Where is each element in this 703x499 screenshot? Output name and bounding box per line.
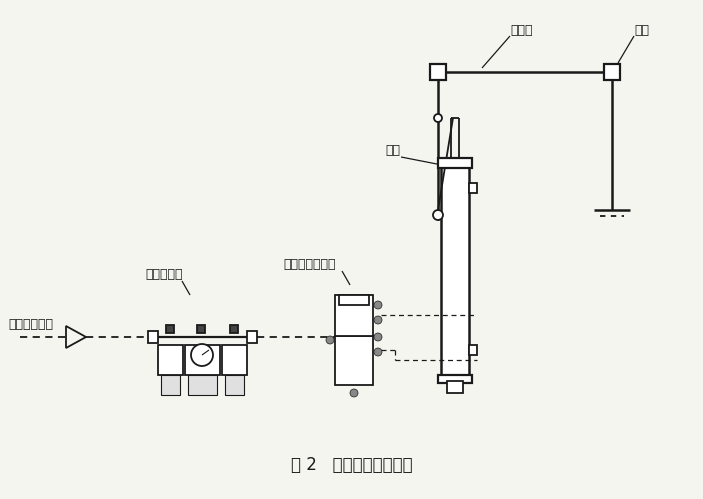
Text: 气缸: 气缸 (385, 144, 400, 157)
Bar (339, 295, 369, 305)
Bar (335, 295, 373, 335)
Bar (166, 325, 174, 333)
Bar (158, 345, 183, 375)
Bar (469, 345, 477, 355)
Text: 气源三联件: 气源三联件 (145, 268, 183, 281)
Bar (430, 64, 446, 80)
Circle shape (191, 344, 213, 366)
Text: 压缩空气进入: 压缩空气进入 (8, 318, 53, 331)
Circle shape (326, 336, 334, 344)
Text: 滚轮: 滚轮 (634, 23, 649, 36)
Circle shape (374, 333, 382, 341)
Circle shape (350, 389, 358, 397)
Bar (148, 331, 158, 343)
Bar (188, 375, 217, 395)
Bar (447, 381, 463, 393)
Bar (469, 183, 477, 193)
Text: 三位五通电磁阀: 三位五通电磁阀 (283, 258, 335, 271)
Circle shape (374, 348, 382, 356)
Circle shape (374, 301, 382, 309)
Bar (438, 158, 472, 168)
Bar (604, 64, 620, 80)
Bar (222, 345, 247, 375)
Bar (185, 345, 220, 375)
Bar (335, 335, 373, 385)
Circle shape (434, 114, 442, 122)
Bar (247, 331, 257, 343)
Bar (230, 325, 238, 333)
Text: 钢丝绳: 钢丝绳 (510, 23, 532, 36)
Bar (197, 325, 205, 333)
Text: 图 2   驱动装置的结构图: 图 2 驱动装置的结构图 (291, 456, 413, 474)
Bar (438, 375, 472, 383)
Circle shape (433, 210, 443, 220)
Bar (225, 375, 244, 395)
Circle shape (374, 316, 382, 324)
Bar (161, 375, 180, 395)
Bar (441, 158, 469, 375)
